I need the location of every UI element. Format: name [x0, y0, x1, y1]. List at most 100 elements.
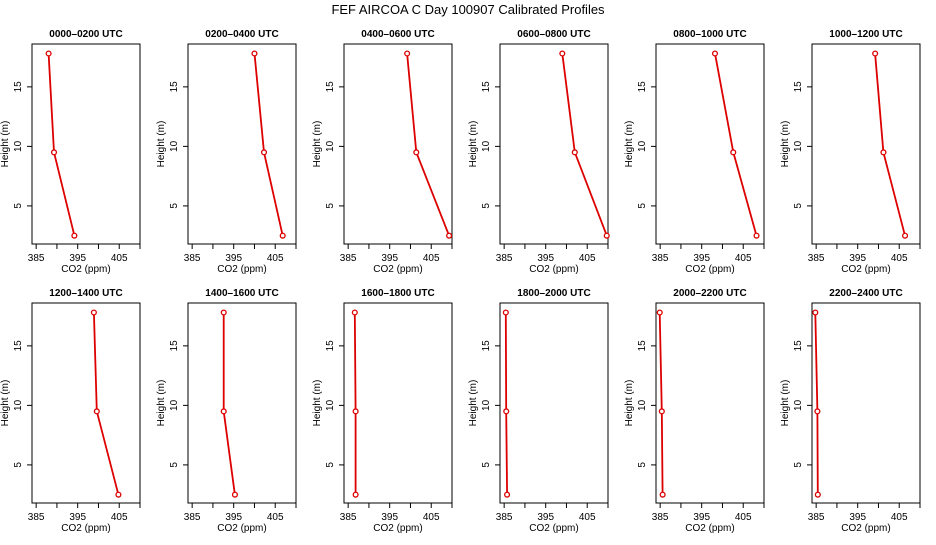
x-axis-label: CO2 (ppm): [529, 264, 578, 275]
data-point: [880, 149, 887, 156]
y-tick-label: 5: [13, 462, 24, 468]
data-point: [71, 232, 78, 239]
y-tick-label: 5: [325, 203, 336, 209]
data-point: [90, 309, 97, 316]
x-tick-label: 395: [849, 512, 866, 523]
profile-line: [561, 53, 608, 237]
y-tick-label: 15: [325, 81, 336, 93]
y-tick-label: 10: [481, 140, 492, 152]
x-tick-label: 405: [111, 512, 128, 523]
profile-line: [658, 312, 664, 495]
x-tick-label: 385: [808, 253, 825, 264]
y-tick-label: 15: [325, 340, 336, 352]
data-point: [446, 232, 453, 239]
plot-frame: [343, 302, 453, 504]
plot-frame: [187, 302, 297, 504]
data-point: [659, 491, 666, 498]
x-tick-label: 385: [28, 512, 45, 523]
data-point: [603, 232, 610, 239]
y-axis-label: Height (m): [0, 121, 11, 168]
y-tick-label: 5: [793, 203, 804, 209]
plot-frame: [343, 43, 453, 245]
x-tick-label: 405: [267, 253, 284, 264]
x-tick-label: 395: [849, 253, 866, 264]
x-tick-label: 395: [693, 253, 710, 264]
x-tick-label: 405: [111, 253, 128, 264]
y-tick-label: 10: [793, 399, 804, 411]
plot-frame: [187, 43, 297, 245]
data-point: [404, 50, 411, 57]
x-axis-label: CO2 (ppm): [841, 264, 890, 275]
panel-title: 0200–0400 UTC: [205, 29, 278, 40]
y-tick-label: 15: [169, 81, 180, 93]
y-tick-label: 15: [793, 340, 804, 352]
profile-line: [93, 312, 120, 495]
y-tick-label: 15: [481, 340, 492, 352]
x-tick-label: 395: [537, 253, 554, 264]
panel-title: 1000–1200 UTC: [829, 29, 902, 40]
y-tick-label: 10: [169, 399, 180, 411]
plot-frame: [655, 43, 765, 245]
data-point: [231, 491, 238, 498]
y-axis-label: Height (m): [0, 380, 11, 427]
x-tick-label: 395: [225, 512, 242, 523]
x-axis-label: CO2 (ppm): [529, 523, 578, 534]
x-tick-label: 405: [735, 512, 752, 523]
figure-title: FEF AIRCOA C Day 100907 Calibrated Profi…: [331, 2, 605, 17]
y-tick-label: 15: [169, 340, 180, 352]
y-tick-label: 5: [13, 203, 24, 209]
y-axis-label: Height (m): [624, 121, 635, 168]
panel-title: 1200–1400 UTC: [49, 288, 122, 299]
data-point: [115, 491, 122, 498]
x-tick-label: 385: [28, 253, 45, 264]
data-point: [352, 408, 359, 415]
plot-frame: [31, 302, 141, 504]
panel-title: 2000–2200 UTC: [673, 288, 746, 299]
profile-line: [47, 53, 76, 236]
x-tick-label: 405: [267, 512, 284, 523]
y-tick-label: 15: [793, 81, 804, 93]
panel-title: 1800–2000 UTC: [517, 288, 590, 299]
data-point: [812, 309, 819, 316]
panel-title: 0800–1000 UTC: [673, 29, 746, 40]
x-axis-label: CO2 (ppm): [61, 264, 110, 275]
x-tick-label: 385: [652, 253, 669, 264]
plot-frame: [811, 302, 921, 504]
data-point: [814, 408, 821, 415]
y-tick-label: 5: [169, 462, 180, 468]
y-tick-label: 5: [793, 462, 804, 468]
y-tick-label: 10: [13, 140, 24, 152]
y-axis-label: Height (m): [468, 380, 479, 427]
data-point: [872, 50, 879, 57]
data-point: [260, 149, 268, 156]
y-tick-label: 5: [481, 203, 492, 209]
y-tick-label: 10: [637, 399, 648, 411]
y-tick-label: 10: [169, 140, 180, 152]
x-tick-label: 385: [184, 512, 201, 523]
data-point: [658, 408, 665, 415]
data-point: [901, 232, 909, 239]
plot-frame: [499, 43, 609, 245]
x-tick-label: 395: [693, 512, 710, 523]
profile-line: [814, 312, 819, 495]
data-point: [45, 50, 52, 57]
y-tick-label: 10: [325, 140, 336, 152]
x-tick-label: 385: [496, 512, 513, 523]
x-tick-label: 405: [423, 253, 440, 264]
data-point: [502, 309, 509, 316]
panel-title: 0600–0800 UTC: [517, 29, 590, 40]
data-point: [504, 491, 511, 498]
data-point: [352, 491, 359, 498]
y-tick-label: 15: [637, 81, 648, 93]
profile-line: [714, 53, 758, 236]
y-tick-label: 15: [637, 340, 648, 352]
profile-line: [353, 312, 357, 495]
data-point: [503, 408, 510, 415]
panel-title: 1600–1800 UTC: [361, 288, 434, 299]
x-tick-label: 395: [381, 512, 398, 523]
